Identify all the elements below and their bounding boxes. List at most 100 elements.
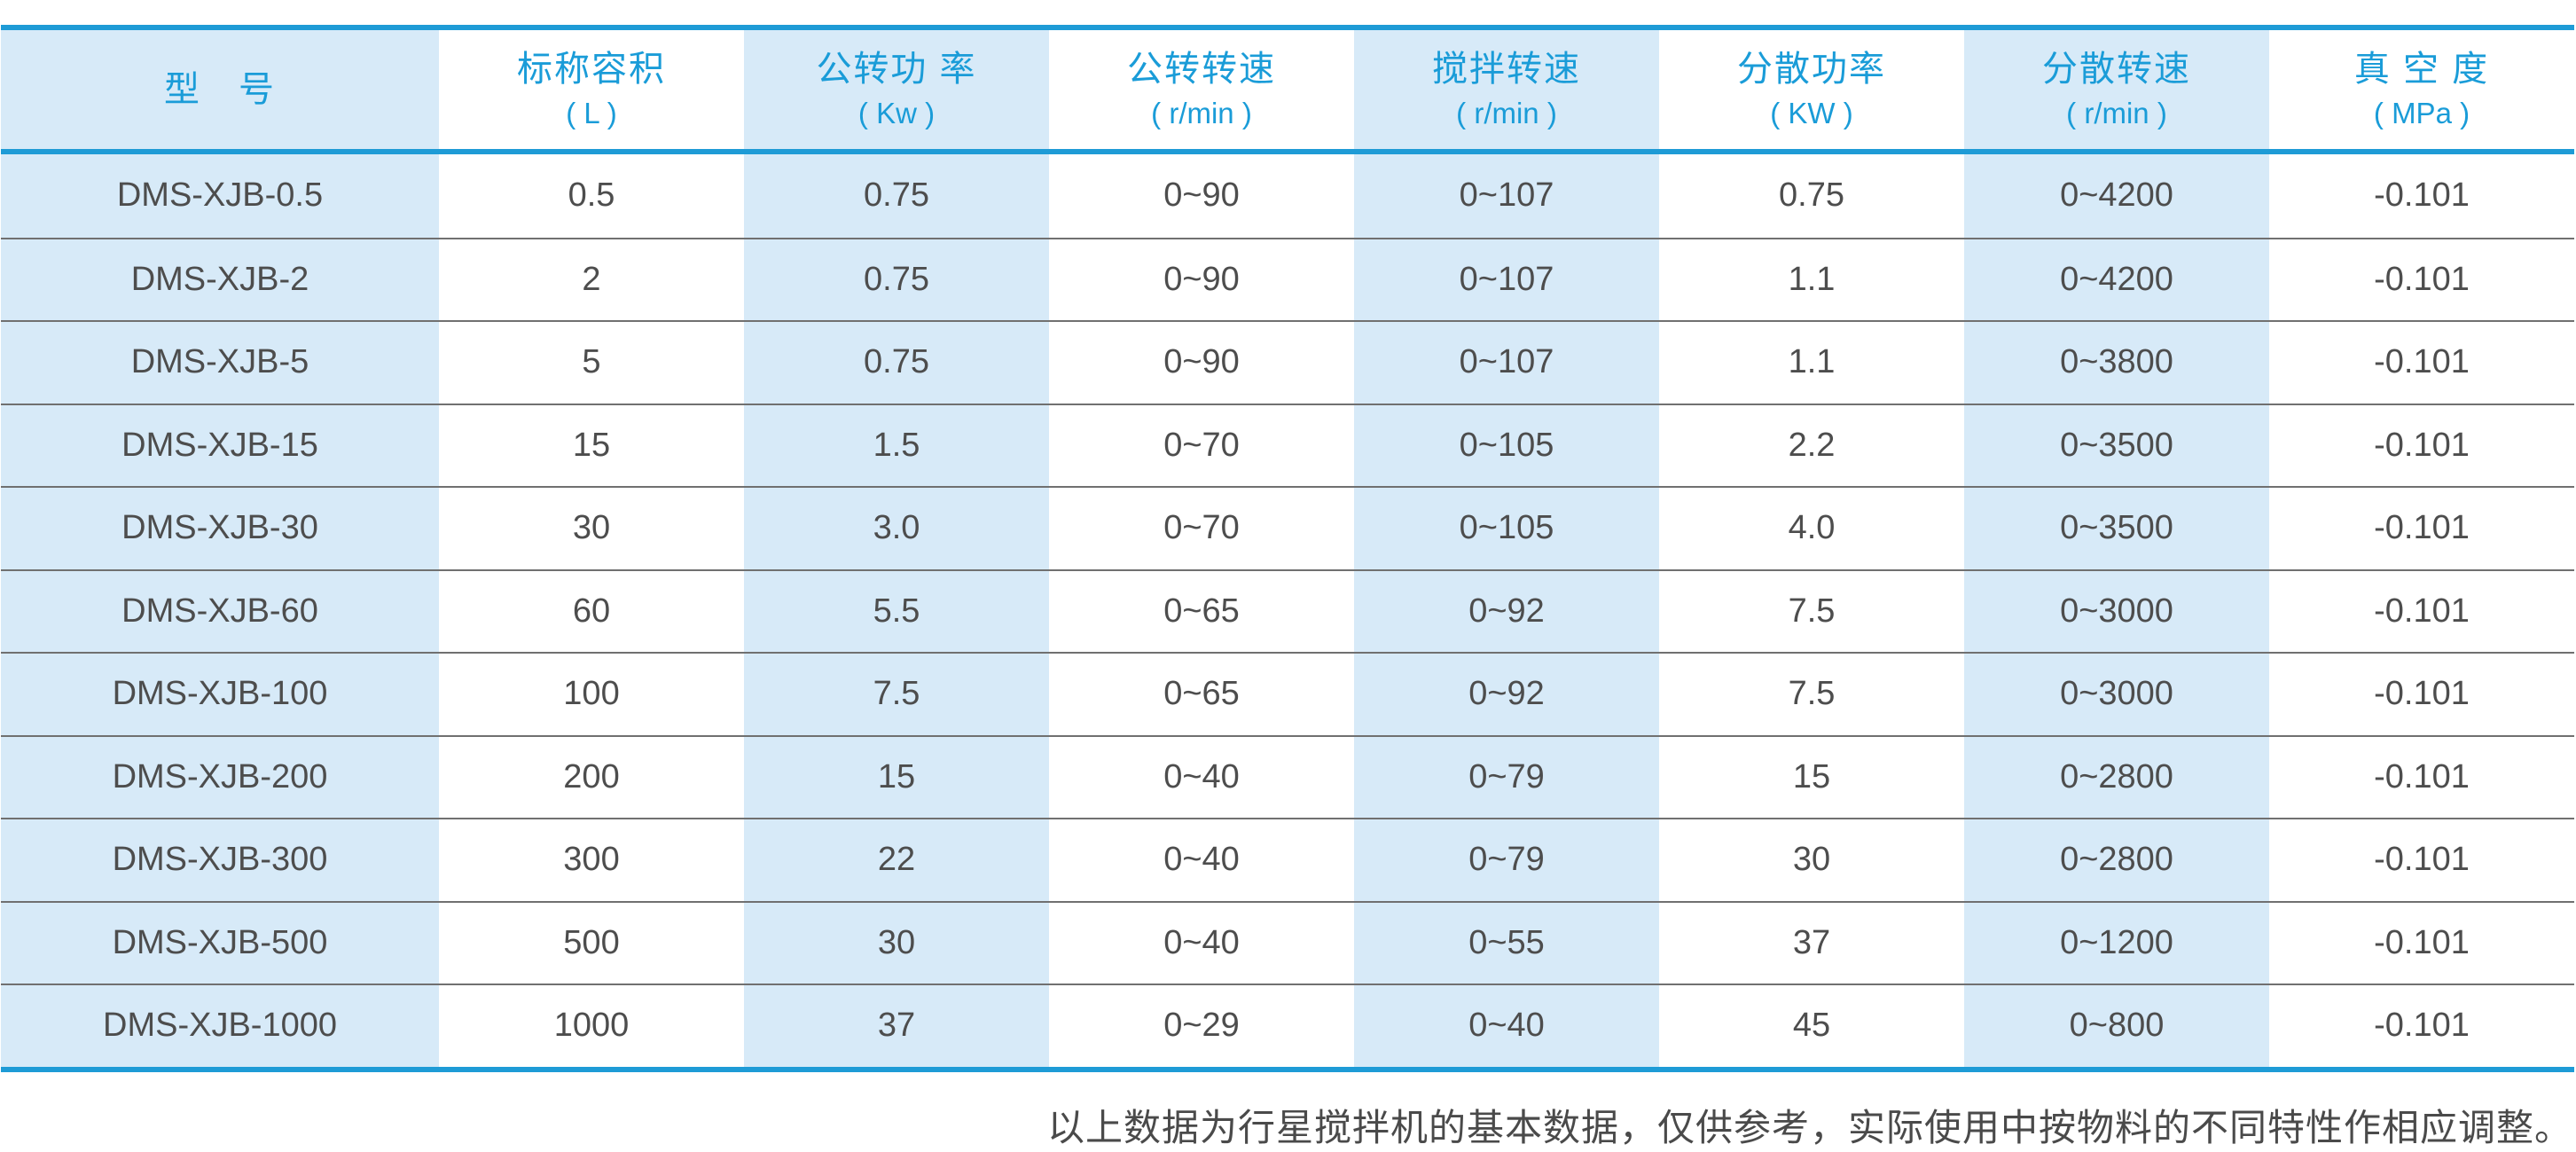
header-title: 公转功 率	[816, 50, 977, 90]
value-cell: 45	[1659, 984, 1964, 1067]
model-cell: DMS-XJB-1000	[1, 984, 439, 1067]
footnote: 以上数据为行星搅拌机的基本数据，仅供参考，实际使用中按物料的不同特性作相应调整。	[1046, 1109, 2572, 1149]
value-cell: 30	[439, 486, 744, 569]
value-cell: 7.5	[744, 652, 1049, 735]
value-cell: 0.75	[1659, 154, 1964, 238]
value-cell: 1.1	[1659, 320, 1964, 404]
header-stirring-speed: 搅拌转速 ( r/min )	[1354, 30, 1659, 149]
value-cell: 0~90	[1049, 320, 1354, 404]
table-row: DMS-XJB-30 30 3.0 0~70 0~105 4.0 0~3500 -0.101	[1, 486, 2574, 569]
model-cell: DMS-XJB-60	[1, 568, 439, 652]
value-cell: 7.5	[1659, 568, 1964, 652]
value-cell: -0.101	[2269, 900, 2574, 984]
value-cell: 0~92	[1354, 568, 1659, 652]
header-unit: ( Kw )	[857, 97, 936, 130]
value-cell: 2	[439, 237, 744, 320]
header-unit: ( MPa )	[2373, 97, 2470, 130]
value-cell: 2.2	[1659, 403, 1964, 486]
value-cell: 0~40	[1354, 984, 1659, 1067]
header-unit: ( r/min )	[1456, 97, 1557, 130]
header-unit: ( r/min )	[2066, 97, 2167, 130]
value-cell: -0.101	[2269, 486, 2574, 569]
value-cell: 0~90	[1049, 154, 1354, 238]
model-cell: DMS-XJB-5	[1, 320, 439, 404]
value-cell: 4.0	[1659, 486, 1964, 569]
table-row: DMS-XJB-100 100 7.5 0~65 0~92 7.5 0~3000 -0.101	[1, 652, 2574, 735]
model-cell: DMS-XJB-300	[1, 818, 439, 901]
header-model: 型 号	[1, 30, 439, 149]
table-row: DMS-XJB-0.5 0.5 0.75 0~90 0~107 0.75 0~4200 -0.…	[1, 154, 2574, 238]
model-cell: DMS-XJB-0.5	[1, 154, 439, 238]
value-cell: 0~55	[1354, 900, 1659, 984]
value-cell: 0~2800	[1964, 734, 2269, 818]
value-cell: 15	[1659, 734, 1964, 818]
header-title: 分散功率	[1737, 50, 1886, 90]
table-row: DMS-XJB-500 500 30 0~40 0~55 37 0~1200 -0.101	[1, 900, 2574, 984]
value-cell: 0.75	[744, 154, 1049, 238]
header-title: 分散转速	[2042, 50, 2191, 90]
value-cell: 0~65	[1049, 652, 1354, 735]
value-cell: 0~107	[1354, 320, 1659, 404]
value-cell: -0.101	[2269, 237, 2574, 320]
table-body: DMS-XJB-0.5 0.5 0.75 0~90 0~107 0.75 0~4200 -0.…	[1, 154, 2574, 1067]
value-cell: 0~40	[1049, 900, 1354, 984]
model-cell: DMS-XJB-100	[1, 652, 439, 735]
value-cell: 0~40	[1049, 818, 1354, 901]
value-cell: 15	[439, 403, 744, 486]
table-row: DMS-XJB-200 200 15 0~40 0~79 15 0~2800 -0.101	[1, 734, 2574, 818]
value-cell: -0.101	[2269, 568, 2574, 652]
model-cell: DMS-XJB-2	[1, 237, 439, 320]
value-cell: 15	[744, 734, 1049, 818]
value-cell: 1.5	[744, 403, 1049, 486]
value-cell: -0.101	[2269, 984, 2574, 1067]
value-cell: 0~3500	[1964, 403, 2269, 486]
table-header-row: 型 号 标称容积 ( L ) 公转功 率 ( Kw ) 公转转速 ( r/min…	[1, 30, 2574, 154]
header-title: 真 空 度	[2353, 50, 2490, 90]
value-cell: 0~40	[1049, 734, 1354, 818]
value-cell: 0~3000	[1964, 568, 2269, 652]
value-cell: 60	[439, 568, 744, 652]
value-cell: 0~70	[1049, 486, 1354, 569]
header-vacuum-degree: 真 空 度 ( MPa )	[2269, 30, 2574, 149]
value-cell: 0~79	[1354, 734, 1659, 818]
model-cell: DMS-XJB-200	[1, 734, 439, 818]
value-cell: 0.75	[744, 320, 1049, 404]
value-cell: 5	[439, 320, 744, 404]
value-cell: 0~3000	[1964, 652, 2269, 735]
value-cell: 5.5	[744, 568, 1049, 652]
value-cell: -0.101	[2269, 403, 2574, 486]
header-unit: ( r/min )	[1151, 97, 1252, 130]
value-cell: 200	[439, 734, 744, 818]
value-cell: 30	[744, 900, 1049, 984]
header-revolution-power: 公转功 率 ( Kw )	[744, 30, 1049, 149]
value-cell: 7.5	[1659, 652, 1964, 735]
value-cell: 3.0	[744, 486, 1049, 569]
value-cell: -0.101	[2269, 818, 2574, 901]
header-nominal-volume: 标称容积 ( L )	[439, 30, 744, 149]
header-title: 搅拌转速	[1432, 50, 1581, 90]
value-cell: 37	[1659, 900, 1964, 984]
value-cell: 0~800	[1964, 984, 2269, 1067]
header-title: 型 号	[164, 70, 276, 109]
value-cell: 0~107	[1354, 154, 1659, 238]
header-unit: ( KW )	[1770, 97, 1853, 130]
table-row: DMS-XJB-5 5 0.75 0~90 0~107 1.1 0~3800 -0.101	[1, 320, 2574, 404]
model-cell: DMS-XJB-15	[1, 403, 439, 486]
value-cell: -0.101	[2269, 652, 2574, 735]
value-cell: 500	[439, 900, 744, 984]
value-cell: 0.75	[744, 237, 1049, 320]
value-cell: 300	[439, 818, 744, 901]
value-cell: 0~92	[1354, 652, 1659, 735]
value-cell: 0~4200	[1964, 237, 2269, 320]
value-cell: 22	[744, 818, 1049, 901]
table-row: DMS-XJB-2 2 0.75 0~90 0~107 1.1 0~4200 -0.101	[1, 237, 2574, 320]
value-cell: 0~29	[1049, 984, 1354, 1067]
table-row: DMS-XJB-300 300 22 0~40 0~79 30 0~2800 -0.101	[1, 818, 2574, 901]
model-cell: DMS-XJB-30	[1, 486, 439, 569]
value-cell: 0~79	[1354, 818, 1659, 901]
value-cell: 0~107	[1354, 237, 1659, 320]
value-cell: 37	[744, 984, 1049, 1067]
table-row: DMS-XJB-60 60 5.5 0~65 0~92 7.5 0~3000 -0.101	[1, 568, 2574, 652]
value-cell: 0~65	[1049, 568, 1354, 652]
